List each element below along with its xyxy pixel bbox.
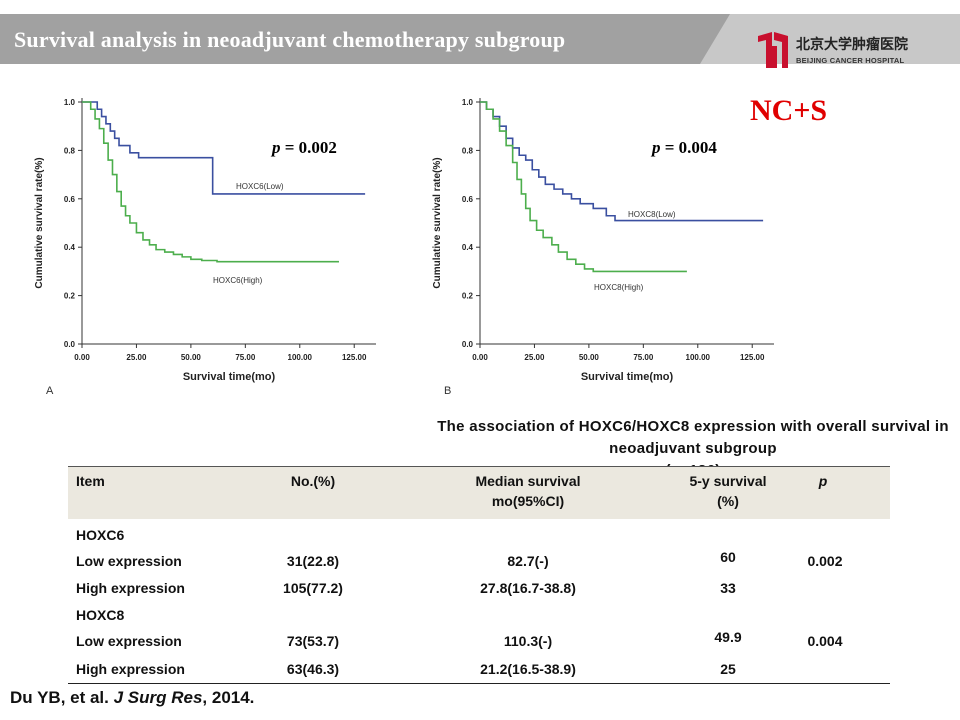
header-median-line1: Median survival [475,473,581,489]
y-tick-label: 1.0 [64,98,76,107]
table-cell-no: 63(46.3) [286,661,340,677]
table-row: Low expression 73(53.7) 110.3(-) 49.9 0.004 [68,629,890,655]
table-cell-item: Low expression [76,633,182,649]
y-tick-label: 0.0 [64,340,76,349]
table-row: High expression 105(77.2) 27.8(16.7-38.8) 3… [68,580,890,602]
table-cell-five: 25 [720,661,736,677]
citation-authors: Du YB, et al. [10,688,114,707]
y-tick-label: 0.8 [462,146,474,155]
table-cell-item: Low expression [76,553,182,569]
header-five-line1: 5-y survival [689,473,767,489]
table-header: Item No.(%) Median survival mo(95%CI) 5-… [68,466,890,519]
table-cell-item: HOXC8 [76,607,125,623]
page-title: Survival analysis in neoadjuvant chemoth… [14,27,566,52]
header-five-line2: (%) [717,493,739,509]
table-row: High expression 63(46.3) 21.2(16.5-38.9) 25 [68,661,890,683]
p-value-a-symbol: p [272,138,281,157]
table-cell-p: 0.002 [807,553,843,569]
p-value-a: p = 0.002 [272,138,337,158]
y-axis-label: Cumulative survival rate(%) [34,157,45,288]
header-banner: Survival analysis in neoadjuvant chemoth… [0,14,960,64]
panel-label: A [46,385,54,396]
x-tick-label: 50.00 [579,353,600,362]
header-five-year-survival: 5-y survival (%) [668,471,788,511]
x-tick-label: 75.00 [235,353,256,362]
table-caption-line1: The association of HOXC6/HOXC8 expressio… [437,418,949,457]
survival-table: Item No.(%) Median survival mo(95%CI) 5-… [68,466,890,684]
citation-year: , 2014. [202,688,255,707]
group-label: NC+S [750,94,828,127]
header-number: No.(%) [290,473,336,489]
table-cell-median: 21.2(16.5-38.9) [480,661,576,677]
table-cell-item: High expression [76,661,185,677]
km-curve-1 [480,101,687,273]
p-value-b: p = 0.004 [652,138,717,158]
table-cell-five: 60 [720,549,736,565]
series-label: HOXC6(High) [213,276,263,285]
x-axis-label: Survival time(mo) [581,371,674,383]
banner-shape [0,14,960,64]
table-cell-no: 73(53.7) [286,633,340,649]
y-tick-label: 0.4 [64,243,76,252]
km-curve-1 [82,101,339,263]
x-tick-label: 100.00 [288,353,313,362]
y-tick-label: 0.6 [462,195,474,204]
x-tick-label: 0.00 [472,353,488,362]
table-cell-five: 33 [720,580,736,596]
table-cell-five: 49.9 [714,629,742,645]
table-row: Low expression 31(22.8) 82.7(-) 60 0.002 [68,549,890,575]
x-tick-label: 125.00 [740,353,765,362]
series-label: HOXC8(Low) [628,210,676,219]
y-tick-label: 0.8 [64,146,76,155]
table-cell-median: 82.7(-) [507,553,549,569]
y-tick-label: 0.2 [462,292,474,301]
km-curve-0 [82,101,366,195]
header-p: p [818,473,828,489]
panel-label: B [444,385,451,396]
banner-main-shape [0,14,730,64]
x-tick-label: 25.00 [524,353,545,362]
logo-chinese-name: 北京大学肿瘤医院 [796,37,908,53]
table-cell-p: 0.004 [807,633,843,649]
header-item: Item [76,473,105,489]
banner-accent-stripe [680,14,960,64]
km-plot-a: 0.00 25.00 50.00 75.00 100.00 125.00 0.0 0.2 0.4… [34,98,376,396]
hospital-logo-icon [758,32,788,68]
x-axis-label: Survival time(mo) [183,371,276,383]
table-row: HOXC8 [68,607,890,629]
km-curve-0 [480,101,764,222]
table-cell-no: 105(77.2) [283,580,343,596]
series-label: HOXC6(Low) [236,182,284,191]
table-cell-item: HOXC6 [76,527,125,543]
table-cell-median: 27.8(16.7-38.8) [480,580,576,596]
y-tick-label: 0.2 [64,292,76,301]
x-tick-label: 125.00 [342,353,367,362]
y-axis-label: Cumulative survival rate(%) [432,157,443,288]
p-value-a-text: = 0.002 [280,138,337,157]
table-cell-no: 31(22.8) [286,553,340,569]
y-tick-label: 1.0 [462,98,474,107]
x-tick-label: 100.00 [686,353,711,362]
table-cell-median: 110.3(-) [503,633,553,649]
header-median-line2: mo(95%CI) [491,493,565,509]
series-label: HOXC8(High) [594,283,644,292]
p-value-b-symbol: p [652,138,661,157]
citation: Du YB, et al. J Surg Res, 2014. [10,688,254,708]
y-tick-label: 0.4 [462,243,474,252]
table-body: HOXC6 Low expression 31(22.8) 82.7(-) 60 0.00… [68,519,890,684]
x-tick-label: 50.00 [181,353,202,362]
table-row: HOXC6 [68,527,890,549]
logo-english-name: BEIJING CANCER HOSPITAL [796,56,905,65]
y-tick-label: 0.0 [462,340,474,349]
x-tick-label: 75.00 [633,353,654,362]
table-cell-item: High expression [76,580,185,596]
header-median-survival: Median survival mo(95%CI) [438,471,618,511]
citation-journal: J Surg Res [113,688,203,707]
km-plot-b: 0.00 25.00 50.00 75.00 100.00 125.00 0.0 0.2 0.4… [432,98,774,396]
y-tick-label: 0.6 [64,195,76,204]
p-value-b-text: = 0.004 [660,138,717,157]
x-tick-label: 0.00 [74,353,90,362]
hospital-logo: 北京大学肿瘤医院 BEIJING CANCER HOSPITAL [756,30,916,78]
x-tick-label: 25.00 [126,353,147,362]
